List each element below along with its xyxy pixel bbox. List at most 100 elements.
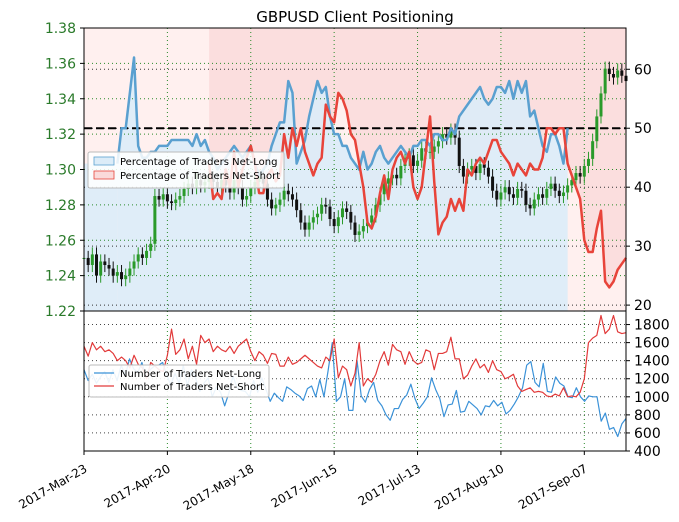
bottom-legend-box bbox=[88, 364, 270, 398]
bottom-right-tick-label: 1200 bbox=[634, 372, 670, 388]
price-candle bbox=[286, 190, 290, 195]
price-candle bbox=[349, 211, 353, 223]
price-candle bbox=[145, 250, 149, 258]
price-candle bbox=[140, 254, 144, 258]
price-candle bbox=[295, 199, 299, 211]
price-candle bbox=[345, 208, 349, 212]
right-axis-tick-label: 60 bbox=[634, 62, 652, 78]
price-candle bbox=[436, 141, 440, 147]
price-candle bbox=[361, 226, 365, 232]
price-candle bbox=[228, 185, 232, 193]
price-candle bbox=[395, 174, 399, 179]
price-candle bbox=[507, 187, 511, 195]
price-candle bbox=[107, 265, 111, 269]
price-candle bbox=[478, 164, 482, 174]
right-axis-tick-label: 20 bbox=[634, 298, 652, 314]
price-candle bbox=[595, 116, 599, 142]
price-candle bbox=[516, 188, 520, 198]
price-candle bbox=[315, 213, 319, 218]
price-candle bbox=[170, 201, 174, 204]
price-candle bbox=[411, 155, 415, 166]
price-candle bbox=[557, 190, 561, 197]
x-axis-tick-label: 2017-Sep-07 bbox=[516, 461, 590, 512]
top-panel: 1.22 1.24 1.26 1.28 1.30 1.32 1.34 1.36 1.38 20 30… bbox=[45, 21, 652, 320]
price-candle bbox=[470, 165, 474, 170]
left-axis-tick-label: 1.22 bbox=[45, 304, 76, 320]
price-candle bbox=[357, 231, 361, 235]
net-long-percent-line bbox=[116, 56, 569, 177]
price-candle bbox=[570, 180, 574, 186]
left-axis-tick-label: 1.34 bbox=[45, 92, 76, 108]
price-candle bbox=[382, 183, 386, 195]
price-candle bbox=[265, 183, 269, 200]
price-candle bbox=[541, 194, 545, 198]
price-candle bbox=[161, 194, 165, 200]
bottom-legend: Number of Traders Net-Long Number of Trad… bbox=[88, 364, 270, 398]
price-candle bbox=[582, 165, 586, 177]
price-candle bbox=[432, 146, 436, 152]
price-candle bbox=[328, 206, 332, 220]
bottom-right-tick-label: 400 bbox=[634, 444, 661, 460]
price-candle bbox=[165, 194, 169, 202]
price-candle bbox=[607, 68, 611, 74]
bottom-right-tick-label: 600 bbox=[634, 426, 661, 442]
price-candle bbox=[386, 178, 390, 184]
price-candle bbox=[461, 165, 465, 177]
bottom-panel: 400 600 800 1000 1200 1400 1600 1800 Number of T… bbox=[83, 310, 670, 460]
left-axis-tick-label: 1.32 bbox=[45, 127, 76, 143]
bottom-panel-frame bbox=[83, 310, 627, 452]
price-candle bbox=[420, 148, 424, 161]
price-candle bbox=[128, 268, 132, 276]
price-candle bbox=[336, 217, 340, 227]
price-candle bbox=[591, 141, 595, 159]
price-candle bbox=[574, 173, 578, 181]
bottom-right-tick-label: 800 bbox=[634, 408, 661, 424]
price-candle bbox=[566, 185, 570, 193]
price-candle bbox=[90, 254, 94, 266]
x-axis-tick-label: 2017-Jun-15 bbox=[269, 461, 340, 510]
price-candle bbox=[353, 222, 357, 235]
left-axis-tick-label: 1.30 bbox=[45, 163, 76, 179]
price-candle bbox=[503, 187, 507, 193]
price-candle bbox=[486, 167, 490, 177]
price-candle bbox=[532, 199, 536, 209]
x-axis-tick-label: 2017-May-18 bbox=[181, 461, 256, 513]
price-candle bbox=[95, 254, 99, 276]
left-axis-tick-label: 1.26 bbox=[45, 233, 76, 249]
price-candle bbox=[445, 134, 449, 138]
price-candle bbox=[270, 199, 274, 209]
price-candle bbox=[549, 183, 553, 189]
price-candle bbox=[174, 199, 178, 204]
left-axis-tick-label: 1.28 bbox=[45, 198, 76, 214]
legend-swatch-net-long bbox=[93, 156, 115, 166]
price-candle bbox=[603, 68, 607, 94]
price-candle bbox=[153, 196, 157, 244]
x-axis: 2017-Mar-23 2017-Apr-20 2017-May-18 2017-Ju… bbox=[16, 451, 590, 513]
price-candle bbox=[491, 176, 495, 191]
net-long-area bbox=[117, 57, 568, 311]
x-axis-tick-label: 2017-Jul-13 bbox=[356, 461, 423, 508]
legend-swatch-net-short bbox=[93, 170, 115, 180]
price-candle bbox=[495, 190, 499, 200]
price-candle bbox=[115, 272, 119, 276]
x-axis-tick-label: 2017-Aug-10 bbox=[432, 461, 506, 512]
price-candle bbox=[561, 192, 565, 197]
right-axis-tick-label: 30 bbox=[634, 239, 652, 255]
price-candle bbox=[86, 257, 90, 266]
legend-label-net-short: Percentage of Traders Net-Short bbox=[120, 171, 280, 182]
price-candle bbox=[399, 165, 403, 179]
price-candle bbox=[528, 204, 532, 209]
price-candle bbox=[307, 222, 311, 230]
price-candle bbox=[282, 190, 286, 200]
bottom-right-tick-label: 1800 bbox=[634, 318, 670, 334]
price-candle bbox=[511, 194, 515, 198]
legend-label-net-long: Percentage of Traders Net-Long bbox=[120, 157, 278, 168]
price-candle bbox=[182, 188, 186, 197]
price-candle bbox=[578, 173, 582, 177]
price-candle bbox=[103, 261, 107, 266]
bottom-right-tick-label: 1400 bbox=[634, 354, 670, 370]
price-candle bbox=[157, 196, 161, 200]
price-candle bbox=[340, 208, 344, 218]
price-candle bbox=[524, 190, 528, 205]
